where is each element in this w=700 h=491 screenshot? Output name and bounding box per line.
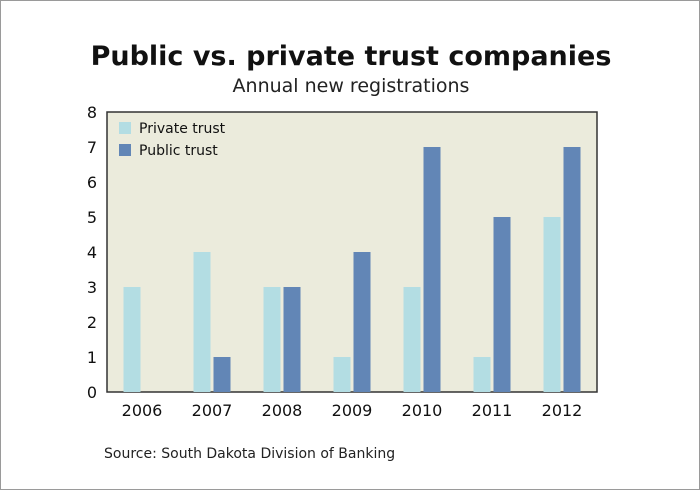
legend-swatch-public-trust xyxy=(119,144,131,156)
x-tick-label: 2007 xyxy=(192,401,233,420)
legend: Private trust Public trust xyxy=(119,121,226,159)
y-axis: 0 1 2 3 4 5 6 7 8 xyxy=(87,103,97,402)
bar-public-trust-2012 xyxy=(563,147,581,392)
y-tick-label: 0 xyxy=(87,383,97,402)
x-tick-label: 2008 xyxy=(262,401,303,420)
source-note: Source: South Dakota Division of Banking xyxy=(104,446,396,462)
y-tick-label: 3 xyxy=(87,278,97,297)
bar-private-trust-2010 xyxy=(403,287,421,392)
y-tick-label: 4 xyxy=(87,243,97,262)
bar-public-trust-2011 xyxy=(493,217,511,392)
legend-label-public-trust: Public trust xyxy=(139,143,218,159)
y-tick-label: 1 xyxy=(87,348,97,367)
legend-label-private-trust: Private trust xyxy=(139,121,226,137)
bar-private-trust-2008 xyxy=(263,287,281,392)
bar-private-trust-2012 xyxy=(543,217,561,392)
x-tick-label: 2012 xyxy=(542,401,583,420)
chart-title: Public vs. private trust companies xyxy=(90,41,612,72)
bar-private-trust-2006 xyxy=(123,287,141,392)
chart-subtitle: Annual new registrations xyxy=(232,75,470,97)
bar-public-trust-2008 xyxy=(283,287,301,392)
bar-private-trust-2009 xyxy=(333,357,351,392)
bar-public-trust-2009 xyxy=(353,252,371,392)
bars xyxy=(123,147,581,392)
y-tick-label: 5 xyxy=(87,208,97,227)
y-tick-label: 2 xyxy=(87,313,97,332)
bar-public-trust-2007 xyxy=(213,357,231,392)
x-tick-label: 2010 xyxy=(402,401,443,420)
bar-public-trust-2010 xyxy=(423,147,441,392)
bar-private-trust-2007 xyxy=(193,252,211,392)
bar-private-trust-2011 xyxy=(473,357,491,392)
legend-swatch-private-trust xyxy=(119,122,131,134)
plot-area xyxy=(106,111,598,393)
y-tick-label: 7 xyxy=(87,138,97,157)
x-tick-label: 2009 xyxy=(332,401,373,420)
x-tick-label: 2011 xyxy=(472,401,513,420)
x-axis: 2006 2007 2008 2009 2010 2011 2012 xyxy=(122,401,583,420)
x-tick-label: 2006 xyxy=(122,401,163,420)
y-tick-label: 8 xyxy=(87,103,97,122)
y-tick-label: 6 xyxy=(87,173,97,192)
